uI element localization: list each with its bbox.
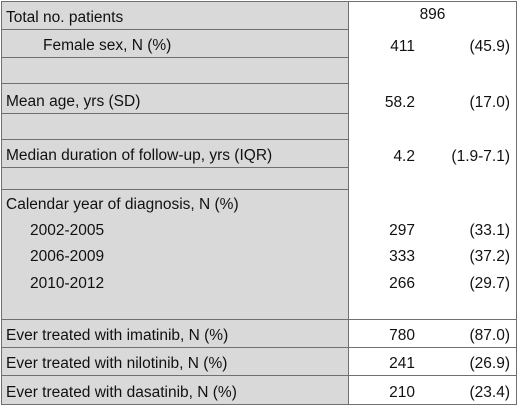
percent-value: (26.9) [469, 355, 511, 372]
row-label: Mean age, yrs (SD) [6, 93, 141, 110]
table-row-median-followup: Median duration of follow-up, yrs (IQR) … [2, 140, 516, 168]
table-row-spacer [2, 168, 516, 190]
count-value: 210 [389, 384, 415, 401]
count-value: 241 [389, 355, 415, 372]
table-row-nilotinib: Ever treated with nilotinib, N (%) 241 (… [2, 348, 516, 376]
row-label: Ever treated with nilotinib, N (%) [6, 355, 228, 372]
median-value: 4.2 [393, 148, 415, 165]
percent-value: (87.0) [469, 327, 511, 344]
table-row-spacer [2, 58, 516, 84]
count-value: 333 [389, 248, 415, 265]
row-label: Ever treated with dasatinib, N (%) [6, 384, 237, 401]
percent-value: (29.7) [469, 275, 511, 292]
sub-row-label: 2010-2012 [30, 275, 105, 292]
row-label: Female sex, N (%) [43, 37, 172, 54]
table-row-female-sex: Female sex, N (%) 411 (45.9) [2, 30, 516, 58]
count-value: 297 [389, 222, 415, 239]
iqr-value: (1.9-7.1) [451, 148, 510, 165]
table-row-calendar-year: Calendar year of diagnosis, N (%) 2002-2… [2, 190, 516, 320]
percent-value: (33.1) [469, 222, 511, 239]
mean-value: 58.2 [384, 94, 415, 111]
sub-row-label: 2006-2009 [30, 248, 105, 265]
count-value: 266 [389, 275, 415, 292]
total-value: 896 [419, 6, 446, 23]
count-value: 411 [390, 38, 415, 55]
table-row-mean-age: Mean age, yrs (SD) 58.2 (17.0) [2, 84, 516, 114]
percent-value: (45.9) [469, 38, 511, 55]
table-row-spacer [2, 114, 516, 140]
sub-row-label: 2002-2005 [30, 222, 105, 239]
row-label: Calendar year of diagnosis, N (%) [6, 196, 239, 213]
table-row-total-patients: Total no. patients 896 [2, 2, 516, 30]
percent-value: (37.2) [469, 248, 511, 265]
row-label: Total no. patients [6, 9, 124, 26]
sd-value: (17.0) [469, 94, 511, 111]
row-label: Ever treated with imatinib, N (%) [6, 327, 229, 344]
count-value: 780 [389, 327, 415, 344]
percent-value: (23.4) [469, 384, 511, 401]
row-label: Median duration of follow-up, yrs (IQR) [6, 147, 273, 164]
table-row-imatinib: Ever treated with imatinib, N (%) 780 (8… [2, 320, 516, 348]
table-row-dasatinib: Ever treated with dasatinib, N (%) 210 (… [2, 376, 516, 404]
